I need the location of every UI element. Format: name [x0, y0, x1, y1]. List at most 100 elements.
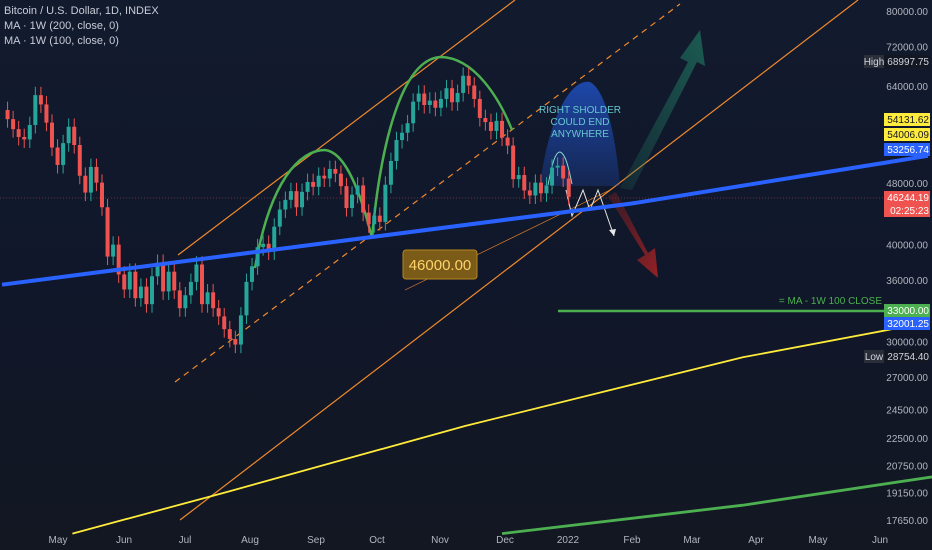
candle-body — [461, 75, 466, 93]
candle-body — [77, 145, 82, 176]
level-callout-text: 46000.00 — [409, 257, 472, 274]
candle-body — [166, 271, 171, 292]
candle-body — [405, 123, 410, 133]
candle-body — [322, 175, 327, 179]
price-tick-label: 80000.00 — [886, 7, 928, 18]
candle-body — [16, 129, 21, 137]
candle-body — [11, 119, 16, 130]
candle-body — [250, 266, 255, 282]
time-tick-label: Jun — [872, 535, 888, 546]
candle-body — [116, 244, 121, 275]
ma100-line[interactable] — [501, 378, 932, 535]
bullish-arrow[interactable] — [620, 30, 705, 190]
candle-body — [211, 292, 216, 309]
candle-body — [283, 199, 288, 210]
candle-body — [33, 95, 38, 125]
ma200-line[interactable] — [72, 322, 921, 535]
candle-body — [133, 271, 138, 299]
candle-body — [388, 160, 393, 185]
price-label-text: 02:25:23 — [890, 206, 929, 217]
candle-body — [38, 95, 43, 105]
candle-body — [161, 262, 166, 292]
symbol-title[interactable]: Bitcoin / U.S. Dollar, 1D, INDEX — [4, 5, 159, 17]
bearish-arrow[interactable] — [608, 192, 658, 278]
candle-body — [344, 186, 349, 209]
blue-trendline[interactable] — [1, 153, 929, 287]
price-label-text: 32001.25 — [887, 319, 929, 330]
level-callout[interactable]: 46000.00 — [402, 249, 478, 280]
candle-body — [105, 207, 110, 257]
price-label-text: 53256.74 — [887, 145, 929, 156]
candle-body — [238, 315, 243, 345]
candle-body — [383, 184, 388, 222]
price-label-box — [884, 350, 930, 363]
candle-body — [472, 85, 477, 99]
indicator-ma100-label[interactable]: MA · 1W (100, close, 0) — [4, 35, 119, 47]
time-tick-label: Feb — [623, 535, 641, 546]
price-tick-label: 22500.00 — [886, 434, 928, 445]
price-label-box — [884, 55, 930, 68]
head-arc[interactable] — [370, 55, 514, 239]
price-label-box — [884, 113, 930, 126]
price-tick-label: 24500.00 — [886, 406, 928, 417]
price-tick-label: 30000.00 — [886, 337, 928, 348]
candle-body — [333, 168, 338, 174]
candle-body — [511, 145, 516, 180]
candle-body — [533, 182, 538, 196]
candle-body — [55, 147, 60, 165]
price-label-box — [884, 191, 930, 204]
candle-body — [194, 264, 199, 282]
candle-body — [244, 281, 249, 316]
candle-body — [416, 93, 421, 102]
candle-body — [72, 126, 77, 146]
candle-body — [183, 295, 188, 309]
channel-upper-line[interactable] — [177, 0, 516, 256]
candle-body — [172, 271, 177, 291]
time-tick-label: May — [49, 535, 68, 546]
shoulder-note-line-1: RIGHT SHOLDER — [539, 105, 621, 116]
price-tick-label: 20750.00 — [886, 462, 928, 473]
candle-body — [438, 98, 443, 108]
time-tick-label: Apr — [748, 535, 764, 546]
price-tick-label: 17650.00 — [886, 516, 928, 527]
candle-body — [188, 281, 193, 296]
candle-body — [550, 167, 555, 186]
candle-body — [538, 182, 543, 194]
candle-body — [500, 120, 505, 138]
candle-body — [466, 75, 471, 86]
candle-body — [527, 190, 532, 196]
price-tick-label: 40000.00 — [886, 240, 928, 251]
price-label-text: 46244.19 — [887, 193, 929, 204]
candle-body — [444, 88, 449, 99]
indicator-ma200-label[interactable]: MA · 1W (200, close, 0) — [4, 20, 119, 32]
level-callout-box — [402, 249, 478, 280]
price-label-text: 68997.75 — [887, 57, 929, 68]
zigzag-arrowhead — [609, 229, 616, 236]
candle-body — [88, 166, 93, 193]
candle-body — [50, 122, 55, 148]
candle-body — [350, 194, 355, 209]
candles[interactable] — [5, 67, 571, 354]
price-axis[interactable]: 80000.0072000.0064000.0056000.0048000.00… — [886, 7, 928, 527]
candle-body — [433, 100, 438, 108]
candle-body — [261, 243, 266, 248]
candle-body — [122, 274, 127, 290]
time-tick-label: Nov — [431, 535, 449, 546]
right-shoulder-area[interactable] — [540, 81, 620, 186]
candle-body — [255, 247, 260, 267]
price-label-prefix-box — [864, 55, 884, 68]
candle-body — [272, 226, 277, 252]
candle-body — [355, 185, 360, 195]
candle-body — [227, 329, 232, 339]
time-axis[interactable]: May Jun Jul Aug Sep Oct Nov Dec 2022 Feb Mar Apr May… — [49, 535, 889, 546]
candle-body — [111, 244, 116, 257]
channel-lower-line[interactable] — [179, 0, 859, 521]
price-channel[interactable] — [174, 0, 859, 521]
time-tick-label: 2022 — [557, 535, 580, 546]
time-tick-label: Aug — [241, 535, 259, 546]
price-label-prefix-box — [864, 350, 884, 363]
candle-body — [516, 175, 521, 180]
candle-body — [205, 292, 210, 305]
time-tick-label: Jun — [116, 535, 132, 546]
